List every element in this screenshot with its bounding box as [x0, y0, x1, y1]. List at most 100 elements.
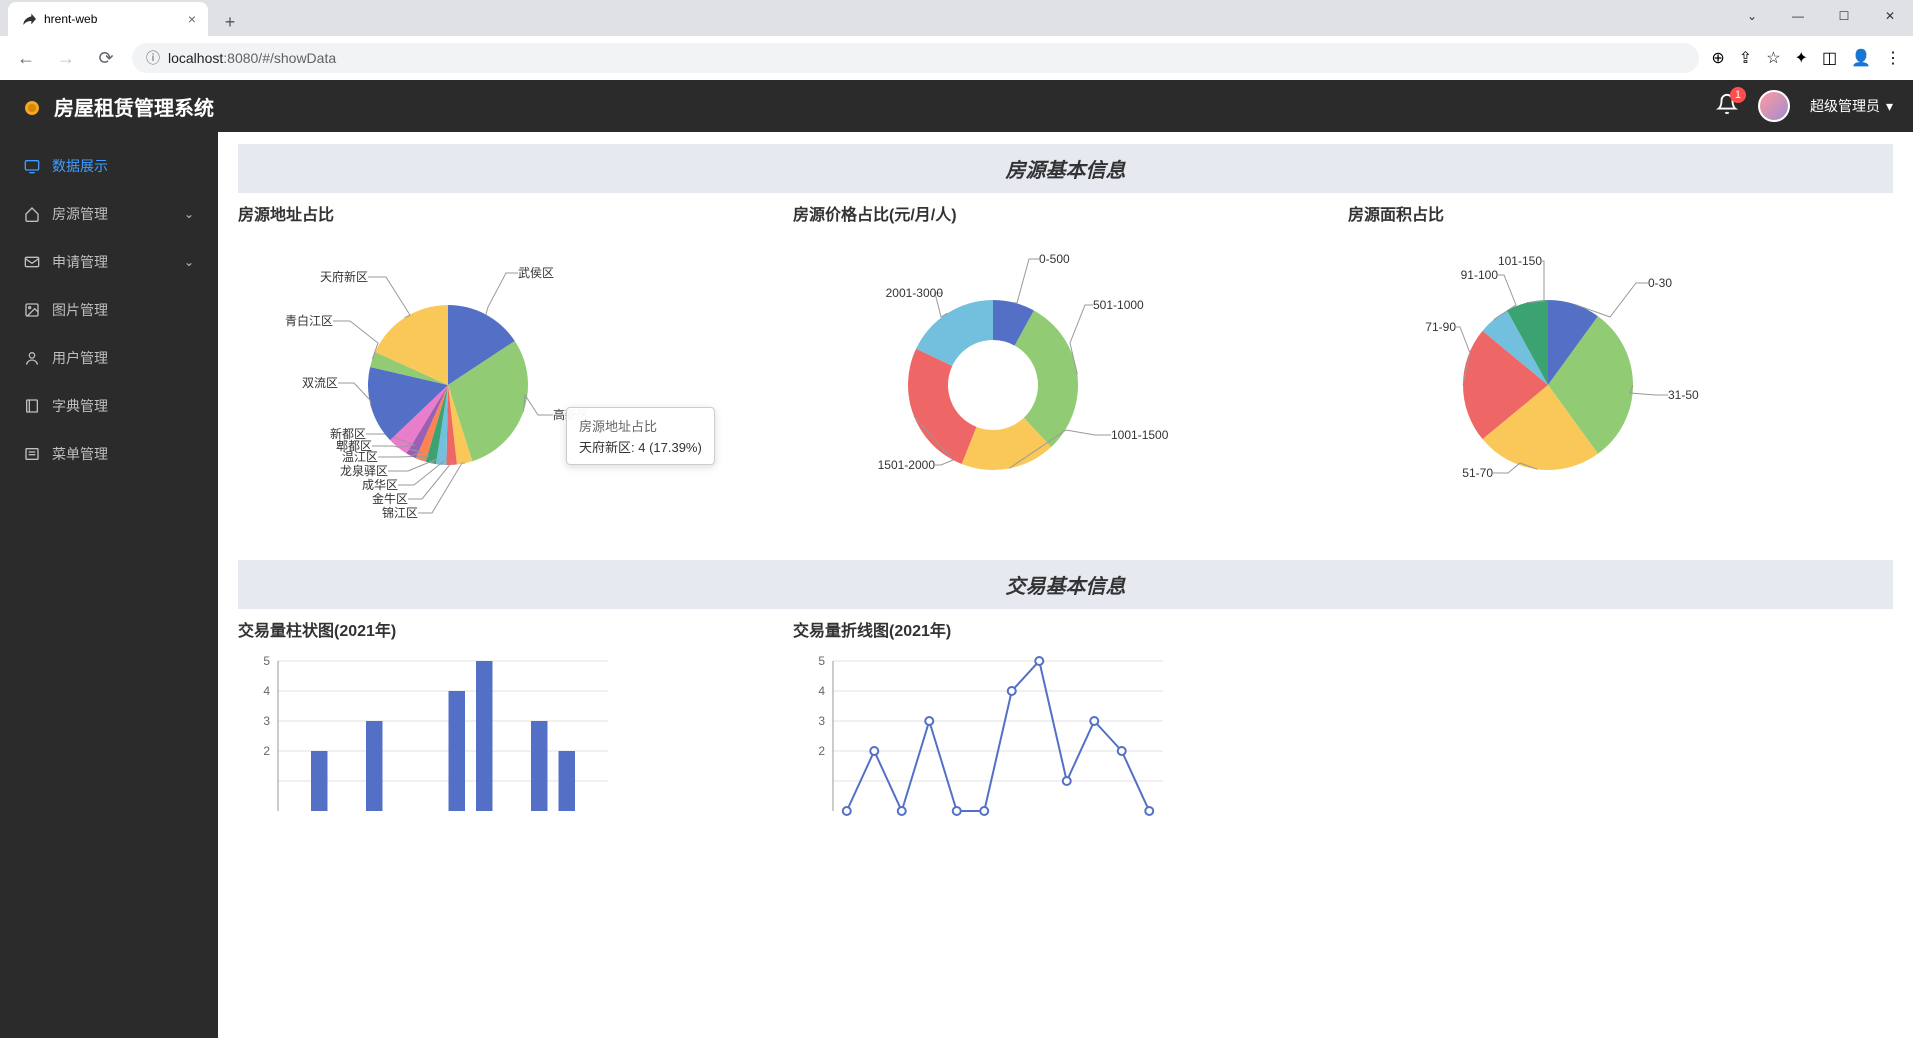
slice-label: 51-70 [1462, 466, 1493, 480]
sidebar-item-5[interactable]: 字典管理 [0, 382, 218, 430]
line-point[interactable] [1008, 687, 1016, 695]
sidebar-item-4[interactable]: 用户管理 [0, 334, 218, 382]
svg-text:4: 4 [263, 684, 270, 698]
leader-line [398, 461, 444, 485]
close-window-button[interactable]: ✕ [1867, 0, 1913, 32]
slice-label: 501-1000 [1093, 298, 1144, 312]
sidebar-label: 图片管理 [52, 300, 108, 320]
bar[interactable] [559, 751, 576, 811]
mail-icon [24, 254, 40, 270]
slice-label: 31-50 [1668, 388, 1699, 402]
menu-icon[interactable]: ⋮ [1885, 48, 1901, 68]
book-icon [24, 398, 40, 414]
line-chart-transactions: 2345 [793, 651, 1338, 851]
leader-line [486, 273, 518, 315]
username-dropdown[interactable]: 超级管理员 ▾ [1810, 96, 1893, 116]
line-point[interactable] [898, 807, 906, 815]
slice-label: 91-100 [1461, 268, 1499, 282]
line-point[interactable] [1090, 717, 1098, 725]
line-point[interactable] [870, 747, 878, 755]
notifications-button[interactable]: 1 [1716, 93, 1738, 120]
chart-title-address: 房源地址占比 [238, 201, 783, 225]
leaf-icon [20, 11, 36, 27]
app-title: 房屋租赁管理系统 [54, 92, 214, 121]
line-point[interactable] [1063, 777, 1071, 785]
leader-line [408, 462, 452, 499]
main-content: 房源基本信息 房源地址占比 武侯区高新区锦江区金牛区成华区龙泉驿区温江区郫都区新… [218, 132, 1913, 1038]
slice-label: 锦江区 [382, 506, 418, 520]
line-point[interactable] [980, 807, 988, 815]
caret-down-icon: ▾ [1886, 98, 1893, 115]
back-button[interactable]: ← [12, 44, 40, 72]
sidebar-item-3[interactable]: 图片管理 [0, 286, 218, 334]
line-point[interactable] [1118, 747, 1126, 755]
chart-title-area: 房源面积占比 [1348, 201, 1893, 225]
url-path: :8080/#/showData [223, 50, 336, 66]
browser-tab[interactable]: hrent-web × [8, 2, 208, 36]
line-point[interactable] [1035, 657, 1043, 665]
section-title-2: 交易基本信息 [238, 560, 1893, 609]
line-point[interactable] [953, 807, 961, 815]
sidebar-item-2[interactable]: 申请管理⌄ [0, 238, 218, 286]
sidebar-item-6[interactable]: 菜单管理 [0, 430, 218, 478]
list-icon [24, 446, 40, 462]
new-tab-button[interactable]: + [216, 8, 244, 36]
leader-line [338, 383, 371, 406]
bar-chart-transactions: 2345 [238, 651, 783, 851]
sidebar-item-1[interactable]: 房源管理⌄ [0, 190, 218, 238]
bar[interactable] [311, 751, 328, 811]
leader-line [418, 463, 465, 513]
star-icon[interactable]: ☆ [1766, 48, 1780, 68]
bar[interactable] [531, 721, 548, 811]
slice-label: 高新区 [553, 407, 589, 422]
maximize-button[interactable]: ☐ [1821, 0, 1867, 32]
sidebar-label: 菜单管理 [52, 444, 108, 464]
slice-label: 71-90 [1425, 320, 1456, 334]
profile-icon[interactable]: 👤 [1851, 48, 1871, 68]
share-icon[interactable]: ⇪ [1739, 48, 1752, 68]
slice-label: 龙泉驿区 [340, 464, 388, 478]
slice-label: 1501-2000 [878, 458, 936, 472]
slice-label: 101-150 [1498, 254, 1542, 268]
sidebar-label: 申请管理 [52, 252, 108, 272]
sidebar-item-0[interactable]: 数据展示 [0, 142, 218, 190]
reload-button[interactable]: ⟳ [92, 44, 120, 72]
slice-label: 2001-3000 [886, 286, 944, 300]
line-point[interactable] [925, 717, 933, 725]
monitor-icon [24, 158, 40, 174]
app-header: 房屋租赁管理系统 1 超级管理员 ▾ [0, 80, 1913, 132]
line-point[interactable] [843, 807, 851, 815]
svg-text:5: 5 [263, 654, 270, 668]
chevron-down-icon[interactable]: ⌄ [1729, 0, 1775, 32]
chevron-down-icon: ⌄ [184, 207, 194, 221]
zoom-icon[interactable]: ⊕ [1711, 48, 1724, 68]
slice-label: 1001-1500 [1111, 428, 1169, 442]
image-icon [24, 302, 40, 318]
notification-badge: 1 [1730, 87, 1746, 103]
svg-text:5: 5 [818, 654, 825, 668]
sidebar-label: 字典管理 [52, 396, 108, 416]
minimize-button[interactable]: — [1775, 0, 1821, 32]
slice-label: 武侯区 [518, 266, 554, 280]
line-point[interactable] [1145, 807, 1153, 815]
slice-label: 双流区 [302, 376, 338, 390]
url-bar[interactable]: ⓘ localhost:8080/#/showData [132, 43, 1699, 73]
pie-chart-area: 0-3031-5051-7071-9091-100101-150 [1348, 235, 1893, 535]
pie-slice[interactable] [908, 349, 976, 464]
bar[interactable] [449, 691, 466, 811]
slice-label: 新都区 [330, 426, 366, 441]
close-icon[interactable]: × [188, 11, 196, 27]
panel-icon[interactable]: ◫ [1822, 48, 1837, 68]
puzzle-icon[interactable]: ✦ [1795, 48, 1808, 68]
url-host: localhost [168, 50, 223, 66]
svg-text:2: 2 [818, 744, 825, 758]
slice-label: 金牛区 [372, 491, 408, 506]
avatar[interactable] [1758, 90, 1790, 122]
leader-line [523, 395, 553, 415]
pie-chart-address: 武侯区高新区锦江区金牛区成华区龙泉驿区温江区郫都区新都区双流区青白江区天府新区 [238, 235, 783, 535]
forward-button[interactable]: → [52, 44, 80, 72]
sidebar-label: 数据展示 [52, 156, 108, 176]
leader-line [368, 277, 410, 318]
bar[interactable] [366, 721, 383, 811]
bar[interactable] [476, 661, 493, 811]
